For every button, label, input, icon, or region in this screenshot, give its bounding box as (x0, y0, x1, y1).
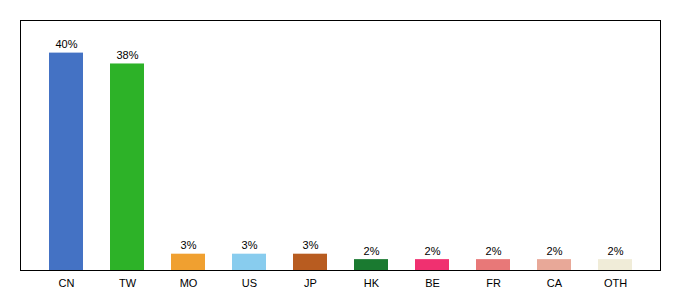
svg-text:2%: 2% (547, 245, 563, 257)
svg-text:2%: 2% (364, 245, 380, 257)
svg-text:BE: BE (425, 277, 440, 289)
svg-text:TW: TW (119, 277, 137, 289)
svg-text:CA: CA (547, 277, 563, 289)
svg-text:2%: 2% (608, 245, 624, 257)
svg-text:MO: MO (180, 277, 198, 289)
svg-text:CN: CN (59, 277, 75, 289)
svg-text:JP: JP (304, 277, 317, 289)
svg-text:3%: 3% (303, 239, 319, 251)
svg-text:3%: 3% (242, 239, 258, 251)
svg-text:FR: FR (486, 277, 501, 289)
svg-text:2%: 2% (425, 245, 441, 257)
svg-text:3%: 3% (181, 239, 197, 251)
svg-text:38%: 38% (116, 49, 138, 61)
svg-text:US: US (242, 277, 257, 289)
svg-text:HK: HK (364, 277, 380, 289)
svg-text:40%: 40% (55, 38, 77, 50)
svg-text:OTH: OTH (604, 277, 627, 289)
svg-text:2%: 2% (486, 245, 502, 257)
